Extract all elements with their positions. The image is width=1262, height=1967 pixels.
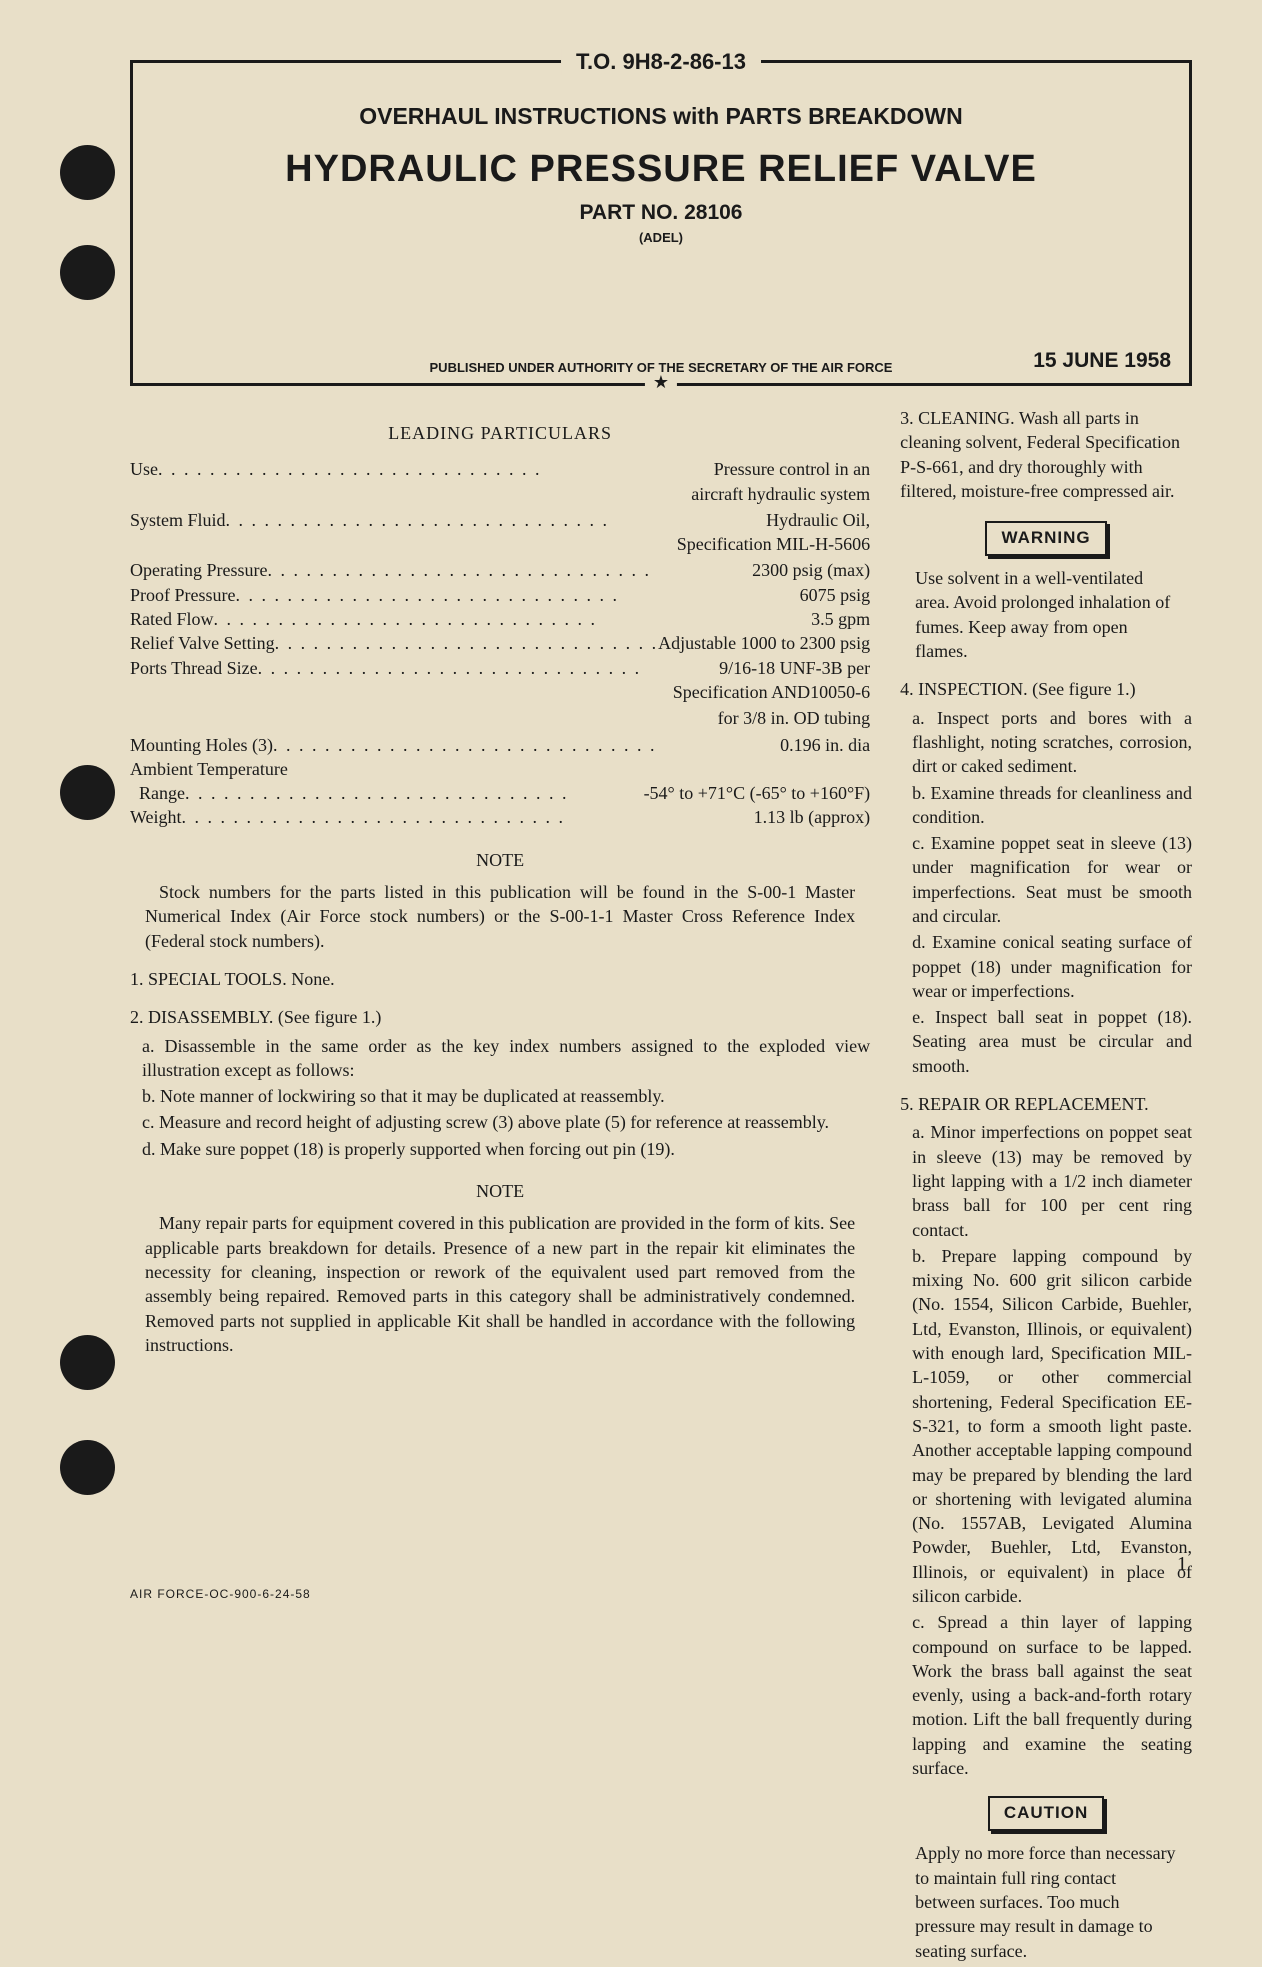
note-heading: NOTE — [130, 848, 870, 872]
leading-row: Operating Pressure . . . . . . . . . . .… — [130, 558, 870, 582]
inspection-step-e: e. Inspect ball seat in poppet (18). Sea… — [912, 1005, 1192, 1078]
leading-row: Ports Thread Size . . . . . . . . . . . … — [130, 656, 870, 680]
leading-row: Relief Valve Setting . . . . . . . . . .… — [130, 631, 870, 655]
disassembly-step-d: d. Make sure poppet (18) is properly sup… — [142, 1137, 870, 1161]
punch-hole — [60, 1440, 115, 1495]
punch-hole — [60, 765, 115, 820]
warning-body: Use solvent in a well-ventilated area. A… — [915, 566, 1177, 663]
leading-row: Rated Flow . . . . . . . . . . . . . . .… — [130, 607, 870, 631]
inspection-step-c: c. Examine poppet seat in sleeve (13) un… — [912, 831, 1192, 928]
inspection-step-b: b. Examine threads for cleanliness and c… — [912, 781, 1192, 830]
leading-plain: Ambient Temperature — [130, 757, 870, 781]
star-divider: ★ — [645, 372, 677, 393]
right-column: 3. CLEANING. Wash all parts in cleaning … — [900, 406, 1192, 1967]
caution-wrapper: CAUTION — [900, 1782, 1192, 1841]
manufacturer: (ADEL) — [133, 230, 1189, 245]
leading-continuation: for 3/8 in. OD tubing — [130, 706, 870, 730]
note-body: Stock numbers for the parts listed in th… — [145, 880, 855, 953]
repair-step-a: a. Minor imperfections on poppet seat in… — [912, 1120, 1192, 1241]
disassembly-step-b: b. Note manner of lockwiring so that it … — [142, 1084, 870, 1108]
note-heading: NOTE — [130, 1179, 870, 1203]
leading-row: System Fluid . . . . . . . . . . . . . .… — [130, 508, 870, 532]
page-number: 1 — [1177, 1553, 1187, 1576]
leading-row: Mounting Holes (3) . . . . . . . . . . .… — [130, 733, 870, 757]
header-box: T.O. 9H8-2-86-13 OVERHAUL INSTRUCTIONS w… — [130, 60, 1192, 386]
leading-continuation: aircraft hydraulic system — [130, 482, 870, 506]
warning-box: WARNING — [985, 521, 1106, 556]
punch-hole — [60, 245, 115, 300]
note-body: Many repair parts for equipment covered … — [145, 1211, 855, 1357]
leading-particulars-table: Use . . . . . . . . . . . . . . . . . . … — [130, 457, 870, 829]
section-inspection: 4. INSPECTION. (See figure 1.) — [900, 677, 1192, 701]
content-columns: LEADING PARTICULARS Use . . . . . . . . … — [130, 406, 1192, 1967]
repair-step-c: c. Spread a thin layer of lapping compou… — [912, 1610, 1192, 1780]
disassembly-step-a: a. Disassemble in the same order as the … — [142, 1034, 870, 1083]
section-repair: 5. REPAIR OR REPLACEMENT. — [900, 1092, 1192, 1116]
leading-continuation: Specification AND10050-6 — [130, 680, 870, 704]
leading-particulars-title: LEADING PARTICULARS — [130, 421, 870, 445]
leading-row: Weight . . . . . . . . . . . . . . . . .… — [130, 805, 870, 829]
to-number: T.O. 9H8-2-86-13 — [561, 49, 761, 75]
publication-date: 15 JUNE 1958 — [1033, 349, 1171, 373]
repair-step-b: b. Prepare lapping compound by mixing No… — [912, 1244, 1192, 1608]
inspection-step-a: a. Inspect ports and bores with a flashl… — [912, 706, 1192, 779]
section-cleaning: 3. CLEANING. Wash all parts in cleaning … — [900, 406, 1192, 503]
footer-code: AIR FORCE-OC-900-6-24-58 — [130, 1587, 311, 1601]
main-title: HYDRAULIC PRESSURE RELIEF VALVE — [133, 148, 1189, 191]
punch-hole — [60, 145, 115, 200]
subtitle: OVERHAUL INSTRUCTIONS with PARTS BREAKDO… — [133, 103, 1189, 130]
caution-box: CAUTION — [988, 1796, 1104, 1831]
section-disassembly: 2. DISASSEMBLY. (See figure 1.) — [130, 1005, 870, 1029]
punch-hole — [60, 1335, 115, 1390]
leading-row: Proof Pressure . . . . . . . . . . . . .… — [130, 583, 870, 607]
disassembly-step-c: c. Measure and record height of adjustin… — [142, 1110, 870, 1134]
section-special-tools: 1. SPECIAL TOOLS. None. — [130, 967, 870, 991]
inspection-step-d: d. Examine conical seating surface of po… — [912, 930, 1192, 1003]
warning-wrapper: WARNING — [900, 507, 1192, 566]
leading-row: Use . . . . . . . . . . . . . . . . . . … — [130, 457, 870, 481]
leading-continuation: Specification MIL-H-5606 — [130, 532, 870, 556]
leading-row: Range . . . . . . . . . . . . . . . . . … — [130, 781, 870, 805]
caution-body: Apply no more force than necessary to ma… — [915, 1841, 1177, 1962]
left-column: LEADING PARTICULARS Use . . . . . . . . … — [130, 406, 870, 1967]
part-number: PART NO. 28106 — [133, 201, 1189, 225]
